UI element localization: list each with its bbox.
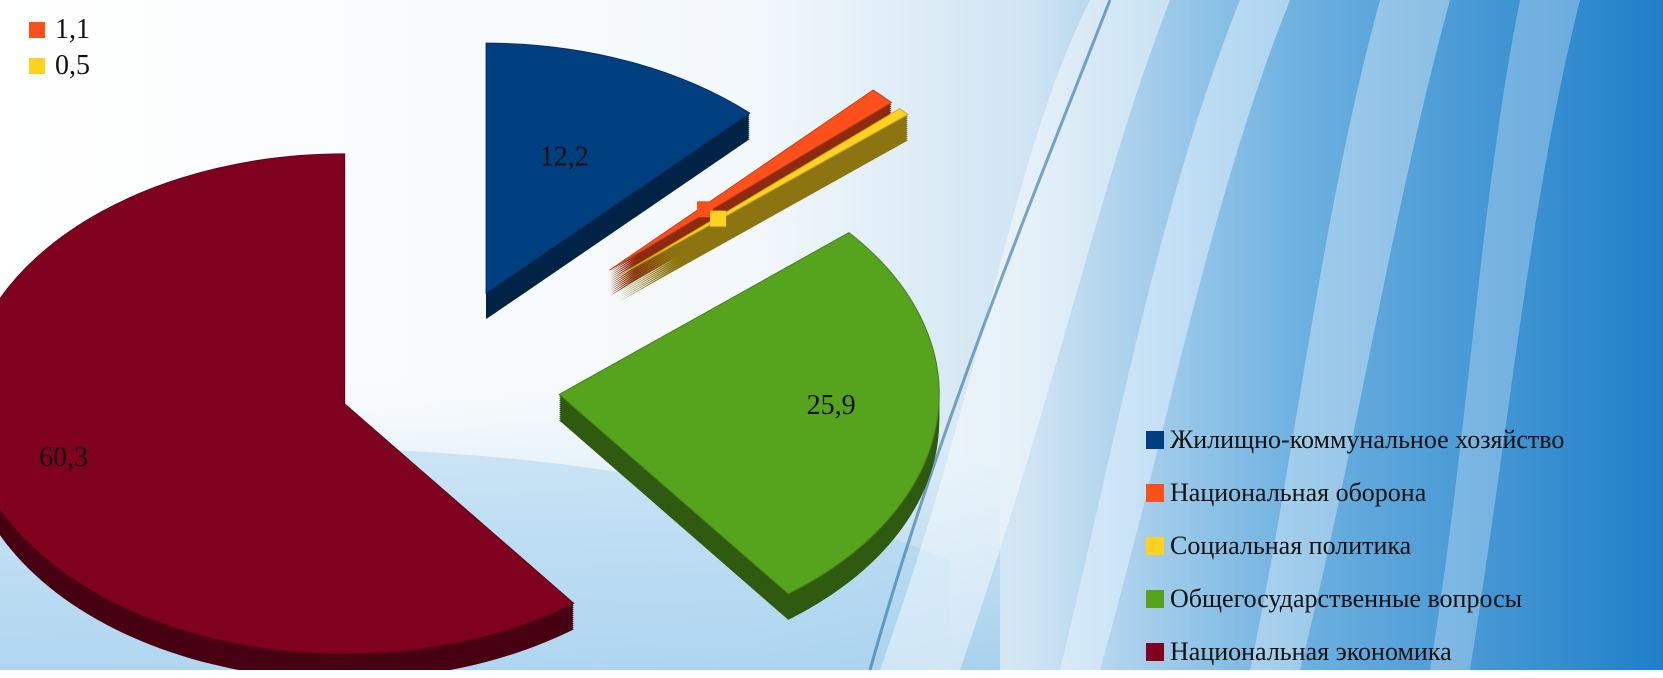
data-label: 60,3 bbox=[39, 442, 88, 473]
slice-marker bbox=[710, 210, 727, 227]
pie-chart-markers bbox=[29, 22, 727, 227]
legend-item: Социальная политика bbox=[1146, 519, 1564, 572]
data-label: 0,5 bbox=[55, 50, 90, 81]
legend-item: Общегосударственные вопросы bbox=[1146, 572, 1564, 625]
pie-slice bbox=[485, 42, 751, 295]
legend-swatch bbox=[1146, 642, 1164, 661]
legend-swatch bbox=[1146, 483, 1164, 502]
data-label-marker bbox=[29, 58, 45, 74]
legend-label: Национальная оборона bbox=[1170, 477, 1427, 507]
legend-swatch bbox=[1146, 536, 1164, 555]
legend-item: Национальная оборона bbox=[1146, 466, 1564, 519]
chart-legend: Жилищно-коммунальное хозяйство Националь… bbox=[1146, 413, 1564, 678]
legend-swatch bbox=[1146, 430, 1164, 449]
data-label-marker bbox=[29, 22, 45, 38]
pie-chart-tops bbox=[0, 42, 940, 655]
pie-slice bbox=[558, 232, 940, 595]
legend-swatch bbox=[1146, 589, 1164, 608]
data-label: 12,2 bbox=[540, 142, 589, 173]
legend-label: Общегосударственные вопросы bbox=[1170, 583, 1523, 613]
pie-slice bbox=[617, 108, 909, 277]
data-label: 1,1 bbox=[55, 14, 90, 45]
slice-marker bbox=[697, 201, 714, 218]
legend-label: Социальная политика bbox=[1170, 530, 1412, 560]
legend-label: Жилищно-коммунальное хозяйство bbox=[1170, 424, 1565, 454]
legend-item: Национальная экономика bbox=[1146, 625, 1564, 678]
pie-slice bbox=[609, 89, 893, 271]
pie-slice bbox=[0, 153, 575, 655]
legend-label: Национальная экономика bbox=[1170, 636, 1452, 666]
pie-chart-labels: 12,2 1,1 0,5 25,9 60,3 bbox=[39, 14, 856, 473]
legend-item: Жилищно-коммунальное хозяйство bbox=[1146, 413, 1564, 466]
data-label: 25,9 bbox=[807, 390, 856, 421]
